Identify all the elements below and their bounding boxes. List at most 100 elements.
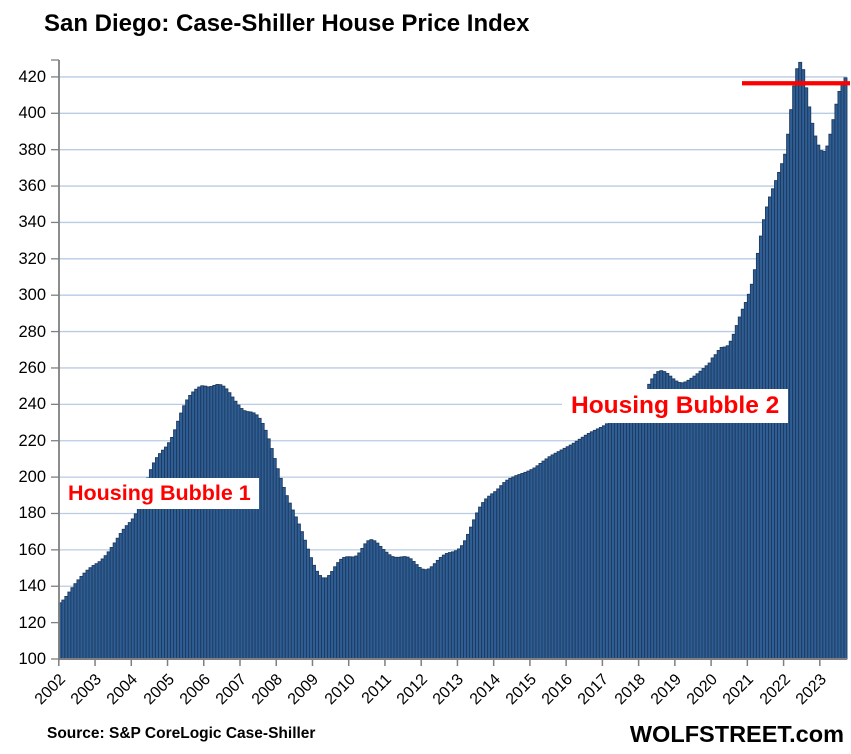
bar xyxy=(426,568,431,660)
bar xyxy=(680,382,685,660)
bar xyxy=(614,415,618,660)
bar xyxy=(79,575,84,660)
bar xyxy=(191,391,196,660)
bar xyxy=(206,386,211,660)
bar xyxy=(837,91,842,660)
bar xyxy=(562,447,567,660)
y-axis-label: 240 xyxy=(18,395,46,414)
bar xyxy=(124,525,129,660)
bar xyxy=(444,553,449,660)
bar xyxy=(209,386,214,660)
bar xyxy=(251,412,256,660)
y-axis-label: 380 xyxy=(18,140,46,159)
bar xyxy=(233,400,238,660)
bar xyxy=(239,408,244,660)
bar xyxy=(840,81,845,660)
bar xyxy=(360,547,365,660)
bar xyxy=(432,563,437,660)
bar xyxy=(490,493,495,660)
bar xyxy=(825,145,830,660)
bar xyxy=(176,420,181,660)
bar xyxy=(287,502,292,660)
y-axis-label: 200 xyxy=(18,468,46,487)
bar xyxy=(544,458,549,660)
bar xyxy=(768,196,772,660)
bar xyxy=(70,587,75,660)
bar xyxy=(179,412,184,660)
bar xyxy=(635,402,640,660)
y-axis-label: 300 xyxy=(18,286,46,305)
y-axis-label: 400 xyxy=(18,104,46,123)
bar xyxy=(626,407,631,660)
y-axis-label: 120 xyxy=(18,613,46,632)
bar xyxy=(173,429,178,660)
bar xyxy=(541,460,546,660)
bar xyxy=(493,491,498,660)
bar xyxy=(589,431,594,660)
bar xyxy=(834,103,839,660)
bar xyxy=(127,522,132,660)
y-axis-label: 140 xyxy=(18,577,46,596)
bar xyxy=(514,475,519,660)
bar xyxy=(789,109,794,660)
bar xyxy=(453,550,458,660)
bar xyxy=(345,556,350,660)
bar xyxy=(505,479,510,660)
bar xyxy=(568,444,573,660)
bar xyxy=(309,557,313,660)
bar xyxy=(749,283,754,660)
bar xyxy=(583,434,588,660)
bar xyxy=(405,556,410,660)
bar xyxy=(734,325,739,660)
bar xyxy=(647,383,652,660)
bar xyxy=(804,87,809,660)
bar xyxy=(218,384,223,660)
bar xyxy=(677,382,682,660)
bar xyxy=(112,542,117,660)
bar xyxy=(230,396,235,660)
bar xyxy=(94,563,99,660)
bar xyxy=(610,418,615,660)
bar xyxy=(272,458,277,660)
bar xyxy=(617,413,621,660)
bar xyxy=(88,567,93,660)
bar xyxy=(795,68,800,660)
bar xyxy=(61,599,66,660)
bar xyxy=(411,561,416,660)
bar xyxy=(390,556,395,660)
bar xyxy=(765,206,769,660)
bar xyxy=(290,509,295,660)
watermark: WOLFSTREET.com xyxy=(629,721,844,747)
bar xyxy=(100,558,105,660)
bar xyxy=(792,85,797,660)
bar xyxy=(423,569,428,660)
bar xyxy=(257,417,262,660)
bar xyxy=(139,497,144,660)
bar xyxy=(798,61,803,660)
bar xyxy=(466,533,470,660)
bar xyxy=(463,540,467,660)
bar xyxy=(227,392,232,660)
bar xyxy=(529,469,534,660)
bar xyxy=(580,436,585,660)
bar xyxy=(342,557,347,660)
bar xyxy=(182,405,187,660)
bar xyxy=(550,454,555,660)
bar xyxy=(363,543,368,660)
bar xyxy=(523,471,528,660)
y-axis-label: 160 xyxy=(18,540,46,559)
bar xyxy=(547,456,552,660)
y-axis-label: 220 xyxy=(18,431,46,450)
bar xyxy=(242,410,247,660)
bar xyxy=(469,526,473,660)
bar xyxy=(91,565,96,660)
bar xyxy=(381,549,386,660)
bar xyxy=(532,467,537,660)
y-axis-label: 320 xyxy=(18,249,46,268)
bar xyxy=(499,485,504,660)
bar xyxy=(535,465,540,660)
bar xyxy=(755,252,760,660)
bar xyxy=(348,556,353,660)
bar xyxy=(203,385,208,660)
